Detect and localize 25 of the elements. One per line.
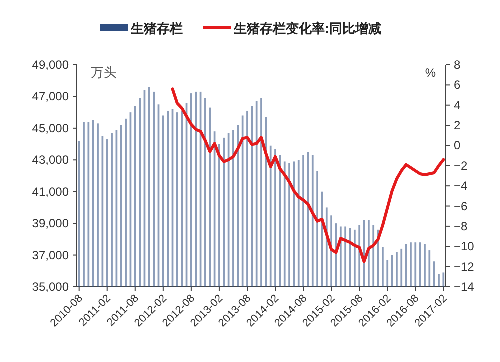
y-tick-label: 35,000 [32, 280, 70, 294]
y2-tick-label: 4 [454, 98, 461, 112]
y2-tick-label: −6 [454, 199, 468, 214]
y-tick-label: 49,000 [32, 58, 70, 72]
y-tick-label: 37,000 [32, 248, 70, 262]
legend-label: 生猪存栏变化率:同比增减 [233, 21, 382, 36]
y2-tick-label: −4 [454, 179, 468, 194]
y2-tick-label: 0 [454, 138, 461, 153]
y-tick-label: 43,000 [32, 153, 70, 168]
y2-tick-label: 2 [454, 118, 461, 133]
line-series [171, 88, 446, 264]
y2-tick-label: 8 [454, 58, 461, 72]
y2-tick-label: −12 [454, 260, 475, 274]
y2-tick-label: 6 [454, 78, 461, 92]
y2-tick-label: −10 [454, 240, 475, 254]
y-tick-label: 45,000 [32, 121, 70, 136]
y-tick-label: 39,000 [32, 216, 70, 231]
y-axis-title: 万头 [91, 65, 117, 80]
y2-tick-label: −8 [454, 219, 468, 234]
y2-tick-label: −14 [454, 280, 475, 294]
y-tick-label: 47,000 [32, 90, 70, 104]
y2-tick-label: −2 [454, 158, 468, 173]
legend-label: 生猪存栏 [130, 21, 183, 36]
y2-axis-title: % [425, 66, 436, 80]
y-tick-label: 41,000 [32, 184, 70, 199]
